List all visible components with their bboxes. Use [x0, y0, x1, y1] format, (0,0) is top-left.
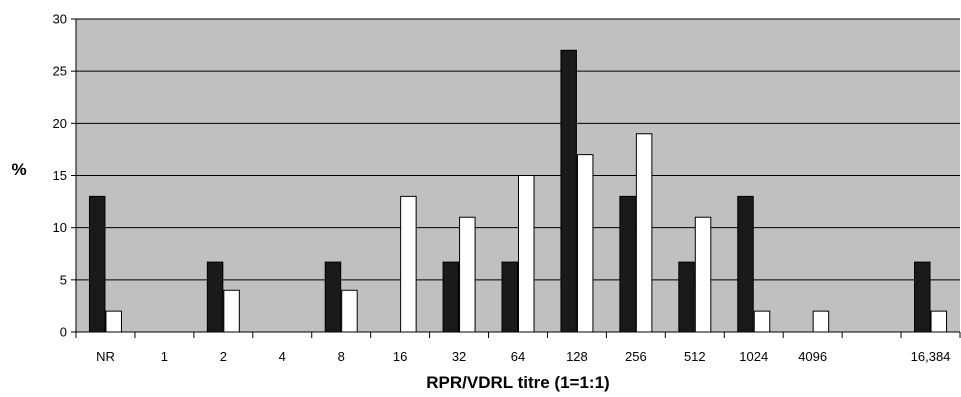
bar [341, 289, 358, 333]
bar [678, 261, 695, 333]
x-tick-label: 1 [161, 349, 168, 364]
x-tick-label: 8 [338, 349, 345, 364]
bar [576, 154, 594, 333]
bar [635, 133, 653, 333]
x-tick-labels: NR 1 2 4 8 16 32 64 128 256 512 1024 4096 16,384 [96, 349, 950, 364]
y-tick-label: 0 [60, 325, 67, 340]
y-tick-label: 5 [60, 272, 67, 287]
bar [737, 195, 754, 333]
y-tick-label: 25 [53, 64, 67, 79]
bar [206, 261, 224, 333]
bar [518, 175, 535, 333]
x-tick-label: NR [96, 349, 115, 364]
y-tick-label: 30 [53, 12, 67, 27]
bar [753, 310, 771, 333]
x-tick-label: 2 [220, 349, 227, 364]
bar [930, 310, 948, 333]
bar [442, 261, 460, 333]
bar [223, 289, 240, 333]
y-tick-label: 15 [53, 168, 67, 183]
x-tick-label: 256 [625, 349, 647, 364]
bar [812, 310, 830, 333]
x-tick-label: 128 [566, 349, 588, 364]
x-tick-label: 4 [279, 349, 286, 364]
bar [459, 216, 476, 333]
bar [501, 261, 518, 333]
bar [105, 310, 122, 333]
bars [88, 49, 948, 333]
y-axis-title: % [11, 160, 26, 179]
x-tick-label: 16,384 [911, 349, 951, 364]
y-tick-labels: 0 5 10 15 20 25 30 [53, 12, 67, 340]
bar [694, 216, 712, 333]
x-axis-title: RPR/VDRL titre (1=1:1) [426, 373, 609, 392]
bar [619, 195, 636, 333]
bar [324, 261, 342, 333]
x-tick-label: 16 [393, 349, 407, 364]
y-tick-label: 10 [53, 220, 67, 235]
x-tick-label: 64 [511, 349, 525, 364]
bar [914, 261, 931, 333]
y-tick-label: 20 [53, 116, 67, 131]
x-tick-label: 512 [684, 349, 706, 364]
bar [560, 49, 577, 333]
bar [400, 195, 417, 333]
x-tick-label: 1024 [739, 349, 768, 364]
x-tick-label: 4096 [798, 349, 827, 364]
x-tick-label: 32 [452, 349, 466, 364]
bar [88, 195, 106, 333]
axes [71, 18, 961, 338]
